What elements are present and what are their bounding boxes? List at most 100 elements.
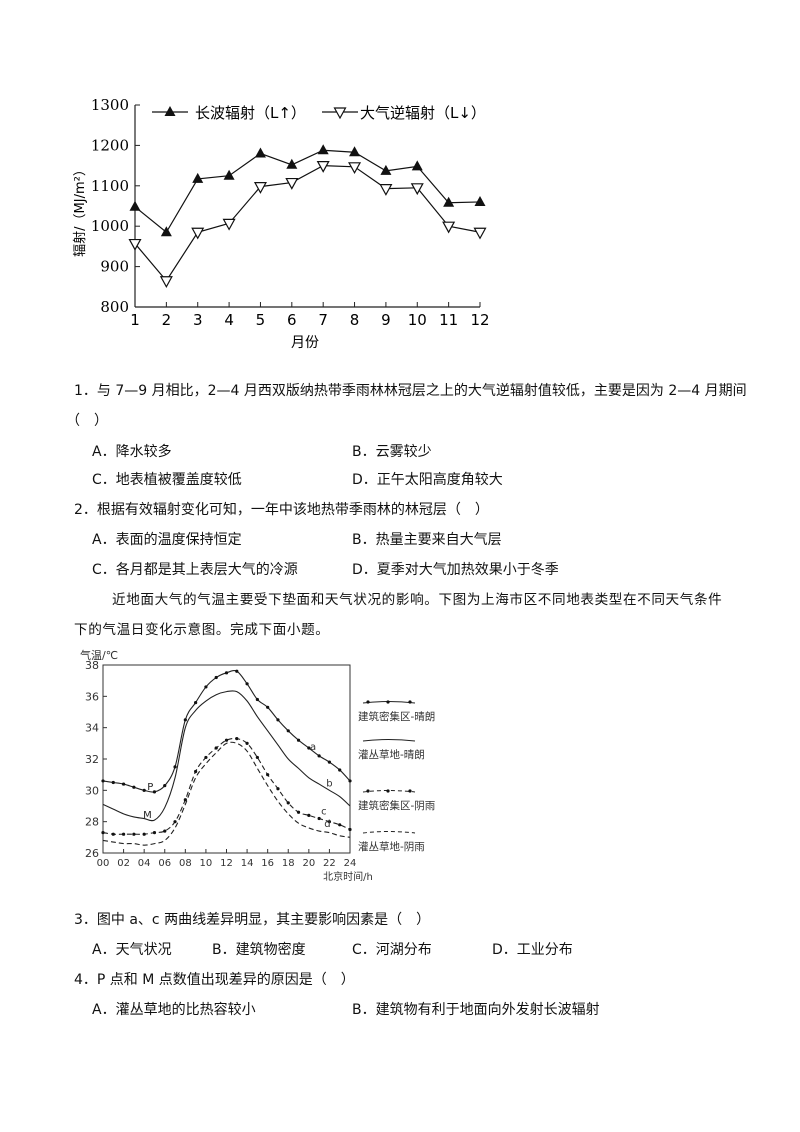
chart2-dense-building-sunny-point — [194, 701, 198, 705]
chart1-x-tick-label: 10 — [408, 311, 427, 329]
chart2-dense-building-sunny-point — [152, 790, 157, 794]
chart1-x-tick-label: 9 — [381, 311, 391, 329]
chart2-axes — [102, 664, 351, 854]
question-2-option-d[interactable]: D．夏季对大气加热效果小于冬季 — [352, 562, 559, 578]
chart1-legend-label-2: 大气逆辐射（L↓） — [360, 104, 486, 122]
chart1-counter-radiation-point — [379, 184, 393, 196]
chart1-counter-radiation-point — [128, 238, 142, 251]
question-2-option-a[interactable]: A．表面的温度保持恒定 — [92, 532, 242, 548]
chart1-y-tick-label: 1000 — [91, 217, 129, 235]
chart2-x-tick-label: 22 — [323, 858, 336, 869]
chart2-dense-building-sunny-point — [348, 779, 352, 783]
chart2-x-tick-label: 18 — [282, 858, 295, 869]
chart2-dense-building-rainy-point — [235, 737, 239, 741]
chart2-series: a b cd P M — [101, 669, 352, 846]
chart2-x-tick-label: 08 — [179, 858, 192, 869]
question-3-option-c[interactable]: C．河湖分布 — [352, 942, 432, 958]
chart1-longwave-point — [223, 169, 235, 180]
chart1-counter-radiation-point — [222, 218, 236, 231]
chart2-dense-building-sunny-point — [245, 682, 249, 686]
question-3-option-b[interactable]: B．建筑物密度 — [212, 942, 306, 958]
question-3-stem: 3．图中 a、c 两曲线差异明显，其主要影响因素是（ ） — [74, 912, 431, 928]
chart2-annotation-p: P — [147, 782, 153, 793]
question-1-option-c[interactable]: C．地表植被覆盖度较低 — [92, 472, 242, 488]
chart2-dense-building-rainy-point — [142, 832, 146, 836]
question-1-option-b[interactable]: B．云雾较少 — [352, 444, 432, 460]
question-2-option-b[interactable]: B．热量主要来自大气层 — [352, 532, 502, 548]
chart2-x-tick-label: 20 — [302, 858, 315, 869]
chart2-dense-building-sunny-point — [111, 780, 115, 785]
chart2-dense-building-rainy-point — [214, 746, 218, 750]
question-1-option-d[interactable]: D．正午太阳高度角较大 — [352, 472, 503, 488]
chart2-dense-building-rainy-point — [276, 787, 280, 791]
chart2-legend-dot — [366, 789, 370, 793]
chart2-series-label-a: a — [310, 742, 316, 753]
chart1-longwave-point — [349, 146, 361, 157]
chart2-dense-building-rainy-point — [286, 801, 290, 805]
chart2-legend-line-b — [362, 739, 416, 742]
chart2-dense-building-rainy-point — [348, 827, 352, 832]
chart2-y-tick-label: 26 — [85, 847, 99, 860]
chart2-dense-building-rainy-point — [317, 816, 321, 821]
chart2-dense-building-sunny-point — [173, 765, 177, 769]
chart2-dense-building-sunny-point — [338, 768, 342, 772]
chart1-y-tick-label: 1300 — [91, 96, 129, 114]
chart1-x-tick-label: 8 — [350, 311, 360, 329]
chart1-counter-radiation-point — [285, 177, 299, 190]
chart2-annotation-m: M — [143, 810, 152, 821]
chart2-dense-building-sunny-point — [214, 675, 218, 680]
chart1-x-tick-label: 2 — [162, 311, 172, 329]
chart2-dense-building-sunny-point — [235, 669, 239, 673]
chart2-dense-building-rainy-point — [338, 823, 342, 827]
chart1-counter-radiation-point — [473, 227, 487, 240]
chart1-counter-radiation-point — [191, 227, 205, 240]
chart2-dense-building-rainy-point — [255, 755, 259, 760]
chart2-dense-building-sunny-point — [327, 760, 332, 764]
question-4-option-b[interactable]: B．建筑物有利于地面向外发射长波辐射 — [352, 1002, 600, 1018]
question-1-option-a[interactable]: A．降水较多 — [92, 444, 172, 460]
chart1-x-tick-label: 12 — [470, 311, 489, 329]
chart2-dense-building-sunny-point — [132, 785, 136, 789]
chart2-tick-labels: 26 28 30 32 34 36 38 00 02 04 06 08 10 12 14 16 18 20 22 24 — [85, 659, 356, 869]
chart2-dense-building-sunny-point — [296, 738, 301, 742]
chart1-counter-radiation-line — [134, 164, 481, 282]
chart1-counter-radiation-point — [159, 276, 173, 288]
chart1-longwave-point — [286, 158, 298, 169]
chart2-legend-label-a: 建筑密集区-晴朗 — [358, 710, 435, 723]
question-3-option-d[interactable]: D．工业分布 — [492, 942, 573, 958]
chart2-dense-building-rainy-point — [121, 832, 126, 836]
chart2-x-tick-label: 02 — [117, 858, 130, 869]
question-1-bracket: （ ） — [66, 413, 108, 429]
chart2-dense-building-rainy-point — [163, 829, 167, 833]
chart2-y-axis-label: 气温/℃ — [80, 648, 118, 662]
chart2-legend-dot — [408, 789, 412, 793]
chart2-x-tick-label: 12 — [220, 858, 233, 869]
chart2-dense-building-sunny-point — [142, 788, 146, 792]
chart2-dense-building-rainy-point — [132, 832, 136, 836]
chart1-longwave-point — [443, 196, 455, 207]
chart1-legend-label-1: 长波辐射（L↑） — [195, 104, 306, 122]
chart1-longwave-point — [411, 160, 423, 171]
chart2-plot-frame — [102, 664, 351, 854]
chart2-dense-building-rainy-point — [307, 813, 311, 817]
chart2-legend-label-c: 建筑密集区-阴雨 — [358, 799, 435, 812]
chart1-series — [128, 144, 487, 288]
chart1-legend-marker-1 — [164, 106, 176, 116]
question-2-option-c[interactable]: C．各月都是其上表层大气的冷源 — [92, 562, 298, 578]
chart1-x-tick-label: 3 — [193, 311, 203, 329]
chart2-y-tick-label: 32 — [85, 753, 99, 766]
chart2-legend-label-d: 灌丛草地-阴雨 — [358, 840, 425, 853]
chart2-dense-building-sunny-point — [101, 779, 105, 783]
question-3-option-a[interactable]: A．天气状况 — [92, 942, 172, 958]
chart2-dense-building-sunny-point — [204, 685, 208, 689]
chart2-dense-building-sunny-point — [276, 718, 280, 722]
chart2-shrub-grass-sunny-line — [102, 690, 351, 822]
chart2-dense-building-rainy-point — [266, 773, 270, 777]
chart2-dense-building-rainy-point — [173, 820, 177, 824]
chart1-longwave-point — [380, 164, 392, 175]
chart2-dense-building-sunny-point — [163, 784, 167, 788]
question-4-option-a[interactable]: A．灌丛草地的比热容较小 — [92, 1002, 256, 1018]
chart2-dense-building-sunny-point — [183, 718, 187, 722]
